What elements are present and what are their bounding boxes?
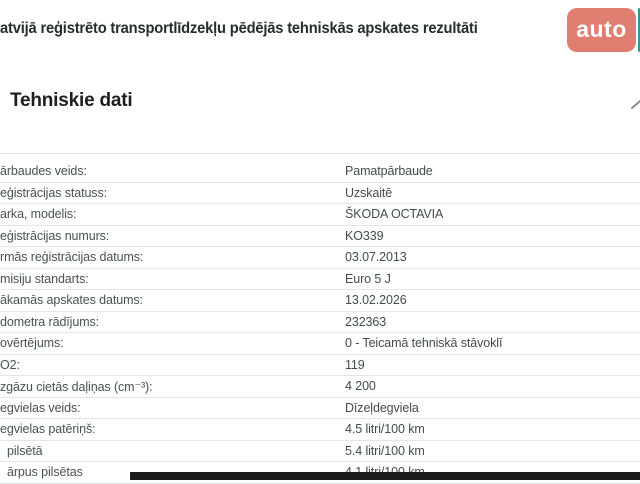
row-label: eģistrācijas numurs:	[0, 228, 110, 243]
section-heading: Tehniskie dati	[10, 90, 133, 111]
bottom-bar	[130, 472, 640, 480]
row-label: dometra rādījums:	[0, 314, 100, 329]
row-value: 119	[345, 357, 365, 372]
row-label: ovērtējums:	[0, 336, 64, 351]
table-row: eģistrācijas statuss: Uzskaitē	[0, 183, 640, 204]
row-value: Euro 5 J	[345, 271, 391, 286]
row-label: O2:	[0, 357, 20, 372]
table-row: egvielas veids: Dīzeļdegviela	[0, 398, 640, 419]
row-value: Uzskaitē	[345, 185, 393, 200]
table-row: zgāzu cietās daļiņas (cm⁻³): 4 200	[0, 376, 640, 398]
page-title: atvijā reģistrēto transportlīdzekļu pēdē…	[0, 20, 478, 37]
table-row: eģistrācijas numurs: KO339	[0, 226, 640, 247]
row-value: 03.07.2013	[345, 250, 407, 265]
table-row: egvielas patēriņš: 4.5 litri/100 km	[0, 419, 640, 441]
row-label: pilsētā	[7, 443, 43, 458]
row-value: 232363	[345, 314, 387, 329]
table-row: O2: 119	[0, 355, 640, 376]
row-label: zgāzu cietās daļiņas (cm⁻³):	[0, 379, 153, 394]
row-value: Pamatpārbaude	[345, 164, 433, 179]
row-label: ārpus pilsētas	[7, 465, 83, 480]
chevron-up-icon[interactable]	[622, 92, 640, 112]
table-row: ākamās apskates datums: 13.02.2026	[0, 290, 640, 312]
row-label: ākamās apskates datums:	[0, 293, 143, 308]
logo-accent-stripe	[638, 8, 640, 52]
table-row: rmās reģistrācijas datums: 03.07.2013	[0, 247, 640, 269]
table-row: dometra rādījums: 232363	[0, 312, 640, 333]
table-row: pilsētā 5.4 litri/100 km	[0, 441, 640, 462]
row-value: 4 200	[345, 379, 376, 394]
row-label: misiju standarts:	[0, 271, 89, 286]
row-label: rmās reģistrācijas datums:	[0, 250, 144, 265]
row-value: KO339	[345, 228, 384, 243]
row-label: ārbaudes veids:	[0, 164, 87, 179]
row-value: 0 - Teicamā tehniskā stāvoklī	[345, 336, 503, 351]
row-value: 13.02.2026	[345, 293, 407, 308]
row-label: eģistrācijas statuss:	[0, 185, 107, 200]
row-value: ŠKODA OCTAVIA	[345, 207, 444, 222]
technical-data-table: ārbaudes veids: Pamatpārbaude eģistrācij…	[0, 153, 640, 484]
table-row: misiju standarts: Euro 5 J	[0, 269, 640, 290]
table-row: ārbaudes veids: Pamatpārbaude	[0, 161, 640, 183]
table-row: arka, modelis: ŠKODA OCTAVIA	[0, 204, 640, 226]
row-value: 5.4 litri/100 km	[345, 443, 425, 458]
row-value: 4.5 litri/100 km	[345, 422, 425, 437]
section-header-tehniskie-dati[interactable]: Tehniskie dati	[10, 90, 640, 116]
row-label: egvielas patēriņš:	[0, 422, 96, 437]
row-label: egvielas veids:	[0, 400, 81, 415]
auto-logo-label: auto	[576, 16, 627, 42]
table-row: ovērtējums: 0 - Teicamā tehniskā stāvokl…	[0, 333, 640, 355]
row-label: arka, modelis:	[0, 207, 77, 222]
row-value: Dīzeļdegviela	[345, 400, 419, 415]
auto-logo[interactable]: auto	[567, 8, 636, 52]
